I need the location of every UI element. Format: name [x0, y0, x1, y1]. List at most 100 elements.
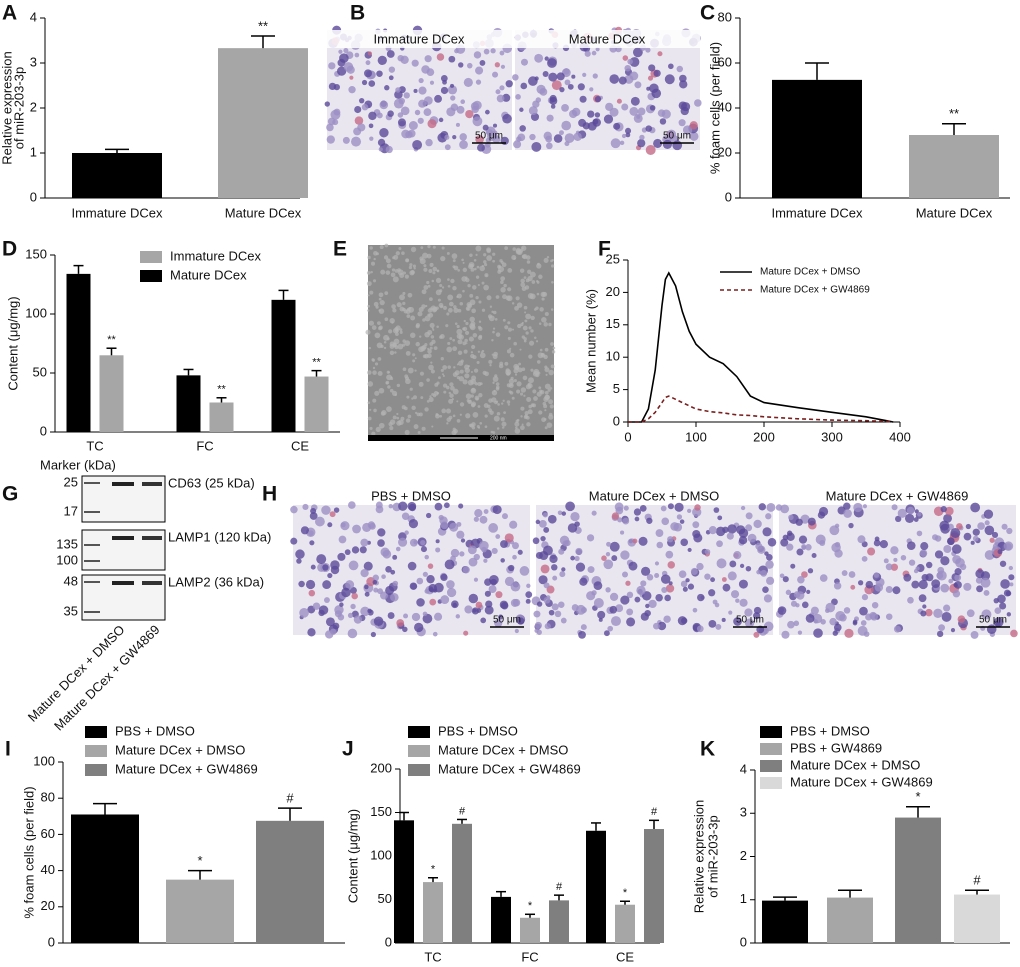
y-tick-label: 40 [718, 99, 732, 114]
cell [667, 503, 674, 510]
cell [627, 58, 633, 65]
cell [414, 109, 421, 116]
significance: # [286, 791, 294, 806]
cell [970, 631, 979, 639]
vesicle [437, 298, 441, 302]
cell [762, 586, 769, 593]
image-title: Mature DCex [569, 31, 646, 46]
cell [954, 574, 962, 582]
vesicle [462, 341, 467, 346]
vesicle [451, 398, 454, 401]
cell [694, 99, 702, 107]
cell [411, 612, 421, 622]
cell [473, 516, 479, 522]
vesicle [406, 395, 410, 399]
cell [489, 574, 499, 585]
vesicle [470, 370, 473, 374]
cell [450, 555, 456, 562]
vesicle [367, 381, 374, 387]
vesicle [410, 246, 417, 253]
cell [424, 588, 430, 594]
cell [587, 566, 595, 574]
cell [957, 615, 966, 624]
cell [494, 619, 503, 628]
cell [360, 568, 369, 578]
vesicle [426, 280, 430, 285]
vesicle [390, 272, 396, 278]
vesicle [446, 312, 450, 316]
cell [834, 541, 841, 548]
cell [729, 560, 737, 568]
cell [327, 522, 333, 528]
vesicle [528, 326, 532, 330]
vesicle [413, 395, 417, 400]
cell [458, 62, 464, 68]
vesicle [544, 383, 551, 390]
cell [708, 526, 717, 535]
vesicle [548, 322, 552, 327]
vesicle [537, 352, 544, 359]
cell [984, 525, 995, 536]
cell [713, 507, 720, 513]
vesicle [462, 379, 468, 385]
vesicle [502, 399, 505, 402]
bar [909, 135, 999, 198]
cell [532, 537, 540, 545]
cell [552, 575, 558, 581]
vesicle [546, 422, 553, 428]
cell [444, 134, 450, 140]
cell [676, 514, 683, 520]
band-label: LAMP2 (36 kDa) [168, 574, 264, 589]
vesicle [499, 361, 504, 366]
cell [344, 549, 351, 556]
cell [485, 109, 490, 115]
cell [940, 583, 950, 593]
vesicle [412, 353, 416, 357]
vesicle [404, 340, 411, 347]
x-tick-label: 300 [821, 429, 843, 444]
cell [433, 582, 444, 593]
cell [689, 121, 698, 130]
line [628, 271, 894, 423]
y-tick-label: 2 [740, 848, 747, 863]
vesicle [388, 329, 393, 334]
cell [605, 587, 611, 593]
cell [376, 112, 383, 119]
vesicle [379, 245, 384, 250]
vesicle [378, 387, 385, 394]
y-tick-label: 100 [33, 753, 55, 768]
cell [678, 119, 686, 127]
vesicle [422, 318, 426, 322]
cell [679, 80, 688, 89]
cell [753, 519, 762, 529]
vesicle [550, 364, 555, 369]
vesicle [418, 412, 423, 417]
cell [420, 539, 426, 546]
significance: # [459, 805, 466, 817]
vesicle [385, 270, 391, 275]
cell [512, 542, 519, 550]
vesicle [391, 390, 398, 396]
cell [871, 601, 879, 609]
vesicle [495, 332, 501, 337]
vesicle [452, 338, 456, 342]
cell [692, 521, 700, 529]
vesicle [536, 279, 539, 283]
cell [811, 553, 817, 559]
cell [796, 548, 804, 556]
cell [508, 564, 515, 572]
vesicle [389, 318, 395, 324]
y-tick-label: 20 [41, 898, 55, 913]
vesicle [442, 374, 445, 378]
band [112, 536, 134, 540]
cell [488, 523, 499, 533]
cell [444, 144, 451, 151]
marker-band [84, 611, 100, 613]
cell [403, 92, 410, 99]
cell [563, 68, 570, 75]
image-title: PBS + DMSO [371, 488, 451, 503]
vesicle [543, 257, 549, 263]
vesicle [424, 331, 430, 338]
vesicle [492, 376, 499, 382]
